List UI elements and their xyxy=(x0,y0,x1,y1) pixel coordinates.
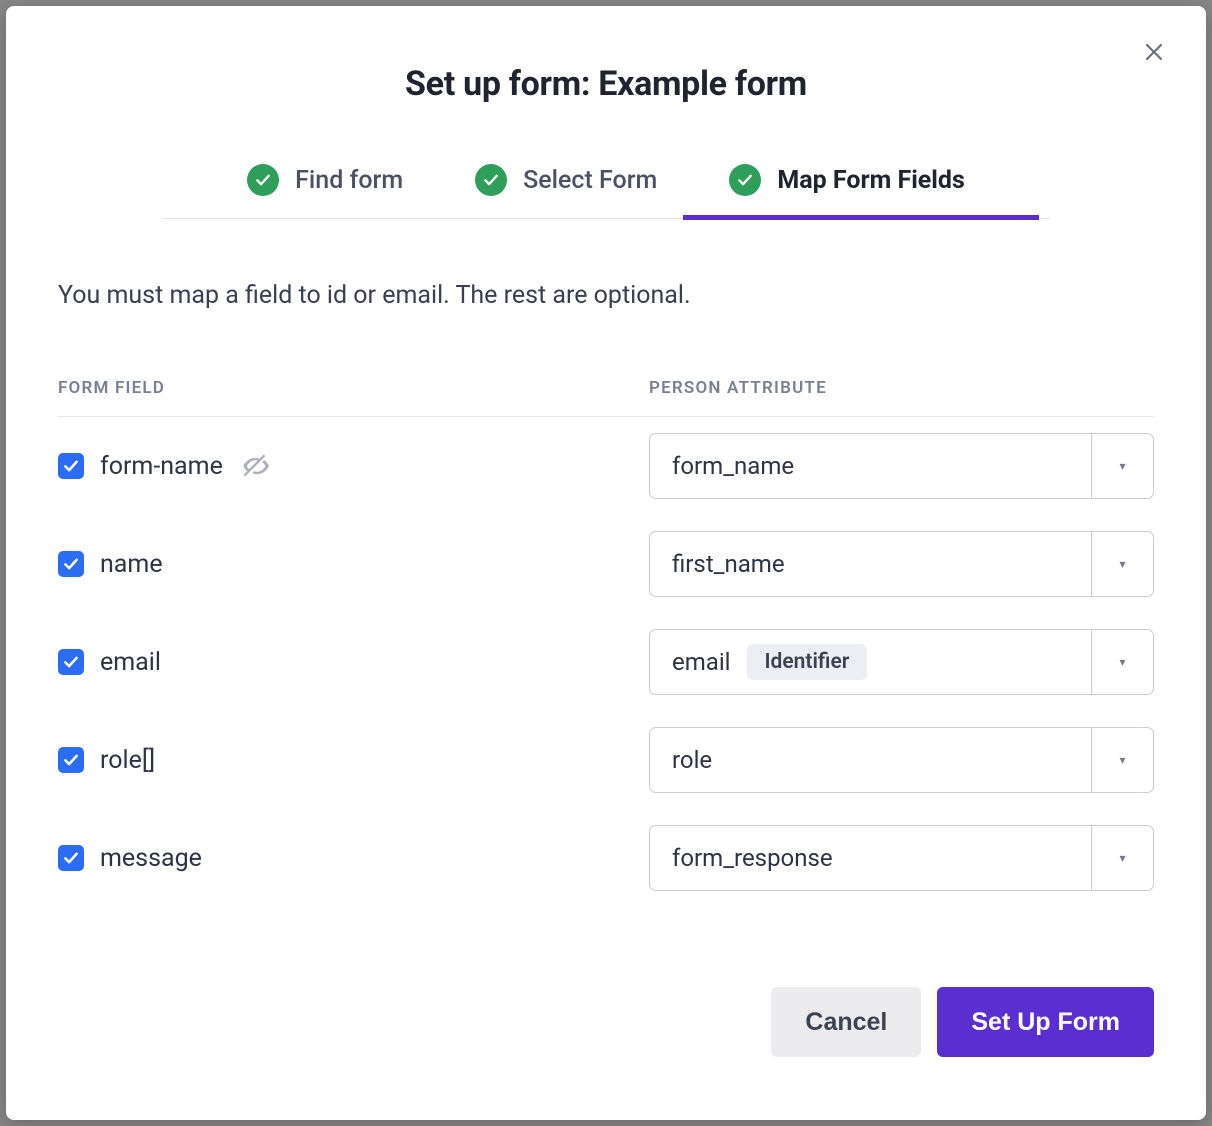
mapping-row: role[] role ▾ xyxy=(58,711,1154,809)
chevron-down-icon: ▾ xyxy=(1091,630,1153,694)
field-label: name xyxy=(100,550,163,579)
select-text: form_response xyxy=(672,844,833,872)
field-checkbox[interactable] xyxy=(58,453,84,479)
step-map-form-fields[interactable]: Map Form Fields xyxy=(729,164,965,196)
mapping-row-right: email Identifier ▾ xyxy=(649,629,1154,695)
mapping-row-left: message xyxy=(58,844,649,873)
field-label: email xyxy=(100,648,161,677)
modal-footer: Cancel Set Up Form xyxy=(6,987,1154,1057)
mapping-row: name first_name ▾ xyxy=(58,515,1154,613)
identifier-badge: Identifier xyxy=(747,644,868,680)
mapping-row-left: name xyxy=(58,550,649,579)
attribute-select[interactable]: email Identifier ▾ xyxy=(649,629,1154,695)
checkmark-icon xyxy=(62,555,80,573)
close-icon xyxy=(1142,40,1166,64)
mapping-row: email email Identifier ▾ xyxy=(58,613,1154,711)
step-select-form[interactable]: Select Form xyxy=(475,164,657,196)
select-value: form_response xyxy=(650,826,1091,890)
field-label: role[] xyxy=(100,746,155,775)
attribute-select[interactable]: role ▾ xyxy=(649,727,1154,793)
setup-form-modal: Set up form: Example form Find form Sele… xyxy=(6,6,1206,1120)
close-button[interactable] xyxy=(1138,36,1170,68)
field-label: message xyxy=(100,844,202,873)
wizard-steps: Find form Select Form Map Form Fields xyxy=(162,164,1050,219)
checkmark-icon xyxy=(247,164,279,196)
mapping-table-header: FORM FIELD PERSON ATTRIBUTE xyxy=(58,378,1154,417)
select-text: first_name xyxy=(672,550,785,578)
attribute-select[interactable]: form_response ▾ xyxy=(649,825,1154,891)
mapping-row-right: role ▾ xyxy=(649,727,1154,793)
field-checkbox[interactable] xyxy=(58,845,84,871)
checkmark-icon xyxy=(475,164,507,196)
cancel-button[interactable]: Cancel xyxy=(771,987,921,1057)
mapping-row-right: form_name ▾ xyxy=(649,433,1154,499)
field-checkbox[interactable] xyxy=(58,649,84,675)
checkmark-icon xyxy=(729,164,761,196)
field-checkbox[interactable] xyxy=(58,551,84,577)
mapping-row: message form_response ▾ xyxy=(58,809,1154,907)
mapping-row-left: role[] xyxy=(58,746,649,775)
chevron-down-icon: ▾ xyxy=(1091,826,1153,890)
field-label: form-name xyxy=(100,452,223,481)
attribute-select[interactable]: form_name ▾ xyxy=(649,433,1154,499)
field-checkbox[interactable] xyxy=(58,747,84,773)
step-label: Select Form xyxy=(523,166,657,195)
select-text: email xyxy=(672,648,731,676)
select-text: role xyxy=(672,746,712,774)
step-label: Find form xyxy=(295,166,403,195)
setup-form-button[interactable]: Set Up Form xyxy=(937,987,1154,1057)
select-value: role xyxy=(650,728,1091,792)
step-label: Map Form Fields xyxy=(777,166,965,195)
chevron-down-icon: ▾ xyxy=(1091,728,1153,792)
mapping-rows: form-nameform_name▾namefirst_name▾emaile… xyxy=(58,417,1154,907)
select-value: email Identifier xyxy=(650,630,1091,694)
mapping-row-right: first_name ▾ xyxy=(649,531,1154,597)
select-value: first_name xyxy=(650,532,1091,596)
column-header-form-field: FORM FIELD xyxy=(58,378,649,398)
select-value: form_name xyxy=(650,434,1091,498)
attribute-select[interactable]: first_name ▾ xyxy=(649,531,1154,597)
chevron-down-icon: ▾ xyxy=(1091,532,1153,596)
chevron-down-icon: ▾ xyxy=(1091,434,1153,498)
checkmark-icon xyxy=(62,653,80,671)
mapping-row-left: email xyxy=(58,648,649,677)
select-text: form_name xyxy=(672,452,794,480)
active-step-underline xyxy=(683,215,1039,220)
checkmark-icon xyxy=(62,751,80,769)
mapping-row-left: form-name xyxy=(58,452,649,481)
mapping-row-right: form_response ▾ xyxy=(649,825,1154,891)
checkmark-icon xyxy=(62,849,80,867)
modal-title: Set up form: Example form xyxy=(6,64,1206,104)
hidden-icon xyxy=(241,452,269,480)
mapping-hint: You must map a field to id or email. The… xyxy=(58,281,1154,310)
step-find-form[interactable]: Find form xyxy=(247,164,403,196)
column-header-person-attribute: PERSON ATTRIBUTE xyxy=(649,378,1154,398)
mapping-row: form-name form_name ▾ xyxy=(58,417,1154,515)
checkmark-icon xyxy=(62,457,80,475)
